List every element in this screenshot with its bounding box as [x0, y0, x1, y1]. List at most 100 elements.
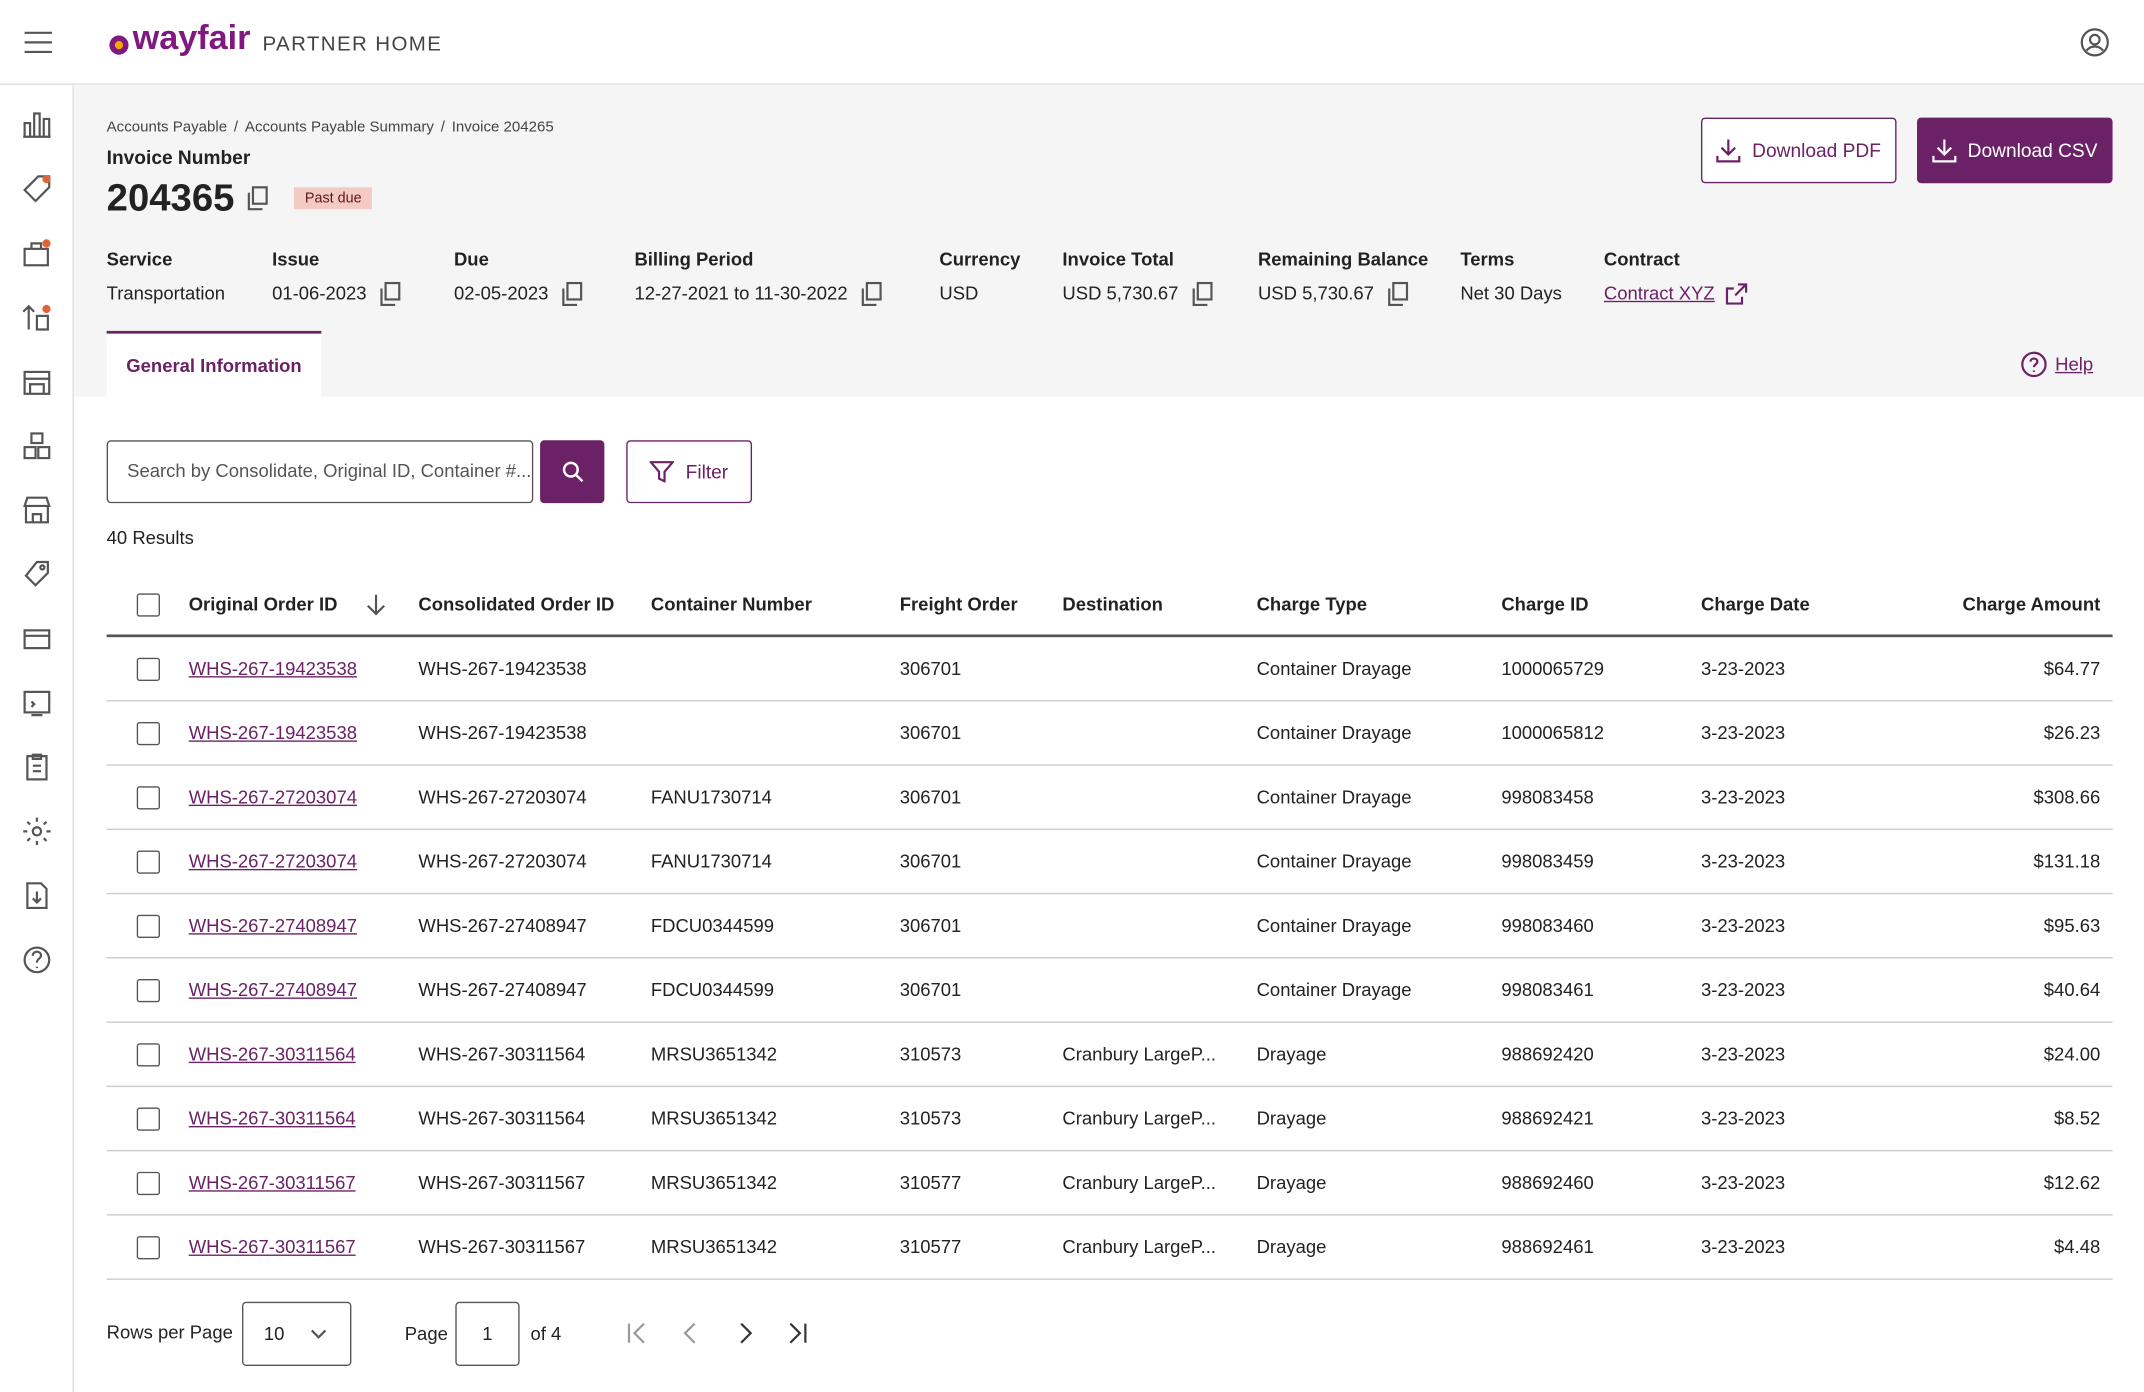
checkbox[interactable] [136, 721, 160, 746]
external-link-icon [1725, 283, 1748, 305]
header-rule [106, 634, 2113, 638]
account-icon[interactable] [2080, 27, 2110, 57]
order-link[interactable]: WHS-267-27408947 [188, 979, 357, 1001]
cell: Container Drayage [1256, 979, 1412, 1001]
last-page[interactable] [786, 1322, 808, 1344]
cell: Cranbury LargeP... [1062, 1172, 1217, 1194]
nav-icon [23, 112, 51, 138]
cell: Drayage [1256, 1172, 1327, 1194]
next-page[interactable] [736, 1322, 755, 1344]
logo: wayfair [132, 19, 251, 58]
nav-icon [26, 882, 48, 910]
cell: FDCU0344599 [650, 915, 775, 936]
cell: WHS-267-30311567 [418, 1236, 586, 1258]
invoice-label: Invoice Number [106, 146, 251, 169]
cell: $4.48 [2054, 1236, 2101, 1258]
column-header[interactable]: Container Number [650, 594, 812, 615]
order-link[interactable]: WHS-267-30311564 [188, 1043, 356, 1065]
column-header[interactable]: Charge Type [1256, 594, 1368, 615]
checkbox[interactable] [136, 1171, 160, 1196]
logo-mark [109, 35, 129, 55]
cell: WHS-267-27203074 [418, 851, 587, 872]
cell: 988692461 [1501, 1236, 1594, 1258]
cell: 3-23-2023 [1700, 1236, 1786, 1258]
filter-button[interactable]: Filter [626, 440, 753, 504]
tab[interactable]: General Information [106, 330, 322, 397]
breadcrumb[interactable]: Accounts Payable [106, 118, 228, 136]
nav-icon [23, 946, 51, 974]
checkbox[interactable] [136, 979, 160, 1003]
column-header[interactable]: Consolidated Order ID [418, 594, 615, 615]
search-button[interactable] [540, 440, 605, 504]
cell: 3-23-2023 [1700, 722, 1786, 744]
field-value: 02-05-2023 [453, 283, 549, 304]
checkbox[interactable] [136, 1236, 160, 1260]
column-header[interactable]: Original Order ID [188, 594, 338, 615]
button-label: Filter [685, 460, 729, 483]
column-header[interactable]: Charge Amount [1962, 594, 2101, 615]
cell: 306701 [899, 979, 962, 1001]
button-label: Download PDF [1752, 139, 1881, 162]
cell: $95.63 [2043, 915, 2101, 936]
column-header[interactable]: Charge ID [1501, 594, 1589, 615]
download-csv-button[interactable]: Download CSV [1917, 117, 2113, 184]
column-header[interactable]: Destination [1062, 594, 1163, 615]
prev-page[interactable] [681, 1322, 700, 1344]
cell: 310573 [899, 1043, 962, 1065]
column-header[interactable]: Charge Date [1700, 594, 1810, 615]
cell: FANU1730714 [650, 851, 772, 872]
page-input[interactable]: 1 [455, 1301, 520, 1366]
checkbox[interactable] [136, 1107, 160, 1131]
copy-icon [380, 281, 401, 307]
checkbox[interactable] [136, 786, 160, 810]
breadcrumbs: Accounts Payable / Accounts Payable Summar… [107, 119, 554, 135]
cell: 3-23-2023 [1700, 1043, 1786, 1065]
row-rule [106, 1021, 2113, 1023]
cell: 3-23-2023 [1700, 658, 1786, 679]
sidebar [0, 84, 74, 1392]
order-link[interactable]: WHS-267-27408947 [188, 915, 357, 936]
cell: Drayage [1256, 1108, 1327, 1129]
order-link[interactable]: WHS-267-30311567 [188, 1236, 356, 1258]
column-header[interactable]: Freight Order [899, 594, 1018, 615]
order-link[interactable]: WHS-267-19423538 [188, 722, 357, 744]
nav-icon [23, 690, 51, 717]
order-link[interactable]: WHS-267-27203074 [188, 786, 357, 808]
checkbox[interactable] [136, 657, 160, 681]
cell: Container Drayage [1256, 658, 1412, 679]
order-link[interactable]: WHS-267-30311567 [188, 1172, 356, 1194]
checkbox[interactable] [136, 850, 160, 874]
download-pdf-button[interactable]: Download PDF [1700, 117, 1897, 184]
order-link[interactable]: WHS-267-19423538 [188, 658, 357, 679]
cell: MRSU3651342 [650, 1172, 778, 1194]
checkbox[interactable] [136, 1043, 160, 1067]
field-label: Service [106, 248, 173, 270]
menu-icon[interactable] [23, 30, 53, 55]
search-input[interactable]: Search by Consolidate, Original ID, Cont… [106, 440, 534, 504]
cell: 988692460 [1501, 1172, 1594, 1194]
breadcrumb[interactable]: Accounts Payable Summary [244, 118, 434, 136]
first-page[interactable] [626, 1322, 648, 1344]
rows-per-page-label: Rows per Page [106, 1322, 233, 1343]
order-link[interactable]: WHS-267-27203074 [188, 851, 357, 872]
cell: 3-23-2023 [1700, 786, 1786, 808]
cell: 306701 [899, 722, 962, 744]
checkbox[interactable] [136, 914, 160, 939]
cell: 3-23-2023 [1700, 1172, 1786, 1194]
nav-icon [24, 560, 49, 587]
field-label: Contract [1603, 248, 1680, 270]
rows-per-page-select[interactable] [242, 1301, 352, 1366]
contract-link[interactable]: Contract XYZ [1603, 283, 1715, 304]
cell: WHS-267-30311567 [418, 1172, 586, 1194]
cell: Cranbury LargeP... [1062, 1108, 1217, 1129]
order-link[interactable]: WHS-267-30311564 [188, 1108, 356, 1129]
help-link[interactable]: Help [2055, 354, 2094, 375]
checkbox[interactable] [136, 593, 160, 617]
row-rule [106, 892, 2113, 895]
cell: WHS-267-30311564 [418, 1108, 586, 1129]
cell: Container Drayage [1256, 786, 1412, 808]
row-rule [106, 828, 2113, 830]
copy-icon[interactable] [246, 186, 268, 211]
page-count: of 4 [530, 1323, 562, 1345]
